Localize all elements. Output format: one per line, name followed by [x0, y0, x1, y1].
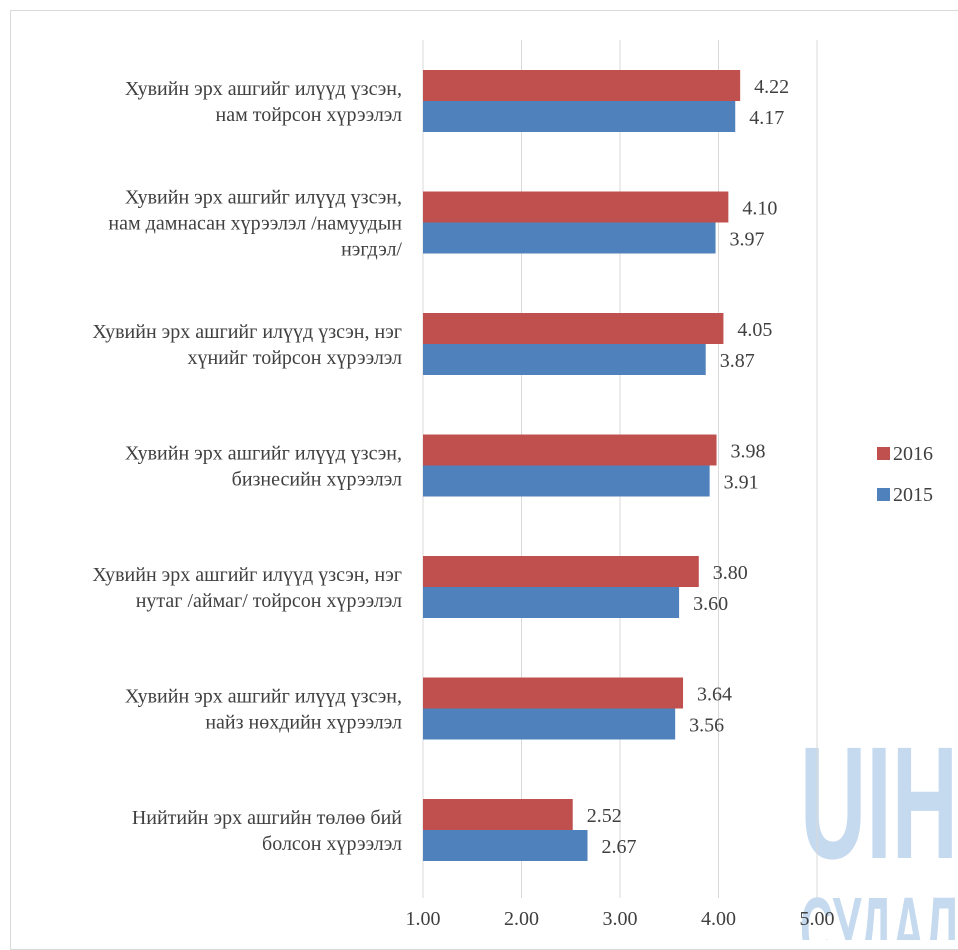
legend-label-2015: 2015 [893, 484, 933, 506]
data-label-2015: 3.60 [693, 593, 728, 615]
category-label: Хувийн эрх ашгийг илүүд үзсэн, нам дамнас… [108, 187, 402, 261]
category-label-line: найз нөхдийн хүрээлэл [205, 712, 402, 734]
bar-2015 [423, 465, 710, 497]
bar-2015 [423, 587, 680, 618]
data-labels: 4.22 4.17 4.10 3.97 4.05 3.87 3.98 3.91 3.80 3.60… [587, 76, 789, 858]
category-label: Хувийн эрх ашгийг илүүд үзсэн, нэг нутаг … [92, 564, 402, 612]
bar-2016 [423, 70, 741, 101]
category-label-line: нутаг /аймаг/ тойрсон хүрээлэл [136, 590, 402, 612]
data-label-2015: 3.87 [720, 350, 755, 372]
bar-2016 [423, 434, 717, 466]
category-label-line: нам тойрсон хүрээлэл [216, 104, 403, 126]
legend-swatch-2016 [877, 447, 890, 460]
data-label-2016: 3.98 [731, 441, 766, 463]
watermark-top: UIH [800, 713, 958, 892]
category-label: Хувийн эрх ашгийг илүүд үзсэн, нэг хүнийг… [92, 321, 402, 369]
bar-2016 [423, 556, 699, 587]
data-label-2016: 3.64 [697, 684, 732, 706]
data-label-2015: 2.67 [601, 836, 636, 858]
data-label-2016: 2.52 [587, 805, 622, 827]
bar-2016 [423, 313, 724, 344]
bars [423, 70, 741, 861]
bar-2016 [423, 799, 573, 830]
category-label-line: Хувийн эрх ашгийг илүүд үзсэн, [125, 78, 402, 100]
category-label: Хувийн эрх ашгийг илүүд үзсэн, найз нөхди… [125, 686, 402, 734]
category-label-line: болсон хүрээлэл [262, 833, 402, 855]
x-axis-ticks: 1.00 2.00 3.00 4.00 5.00 [406, 908, 835, 930]
category-label-line: нэгдэл/ [341, 239, 402, 261]
data-label-2015: 4.17 [749, 107, 784, 129]
watermark-bottom: СУДАЛ [800, 880, 958, 940]
category-label-line: Хувийн эрх ашгийг илүүд үзсэн, нэг [92, 564, 402, 586]
data-label-2015: 3.97 [730, 229, 765, 251]
category-labels: Хувийн эрх ашгийг илүүд үзсэн, нам тойрсо… [92, 78, 402, 855]
bar-2015 [423, 344, 706, 375]
data-label-2016: 4.22 [754, 76, 789, 98]
data-label-2016: 4.05 [737, 319, 772, 341]
category-label-line: нам дамнасан хүрээлэл /намуудын [108, 213, 402, 235]
category-label-line: Нийтийн эрх ашгийн төлөө бий [132, 807, 402, 829]
category-label-line: Хувийн эрх ашгийг илүүд үзсэн, нэг [92, 321, 402, 343]
x-tick-label: 3.00 [603, 908, 638, 930]
bar-2015 [423, 222, 716, 254]
legend-label-2016: 2016 [893, 443, 933, 465]
x-tick-label: 2.00 [504, 908, 539, 930]
category-label-line: Хувийн эрх ашгийг илүүд үзсэн, [125, 443, 402, 465]
bar-2016 [423, 191, 729, 223]
bar-2015 [423, 101, 736, 132]
category-label-line: хүнийг тойрсон хүрээлэл [187, 347, 402, 369]
category-label: Нийтийн эрх ашгийн төлөө бий болсон хүрээ… [132, 807, 402, 855]
data-label-2015: 3.56 [689, 715, 724, 737]
category-label-line: Хувийн эрх ашгийг илүүд үзсэн, [125, 187, 402, 209]
bar-2015 [423, 708, 676, 740]
x-tick-label: 5.00 [800, 908, 835, 930]
data-label-2016: 3.80 [713, 562, 748, 584]
data-label-2016: 4.10 [742, 198, 777, 220]
category-label: Хувийн эрх ашгийг илүүд үзсэн, бизнесийн … [125, 443, 402, 491]
watermark: UIH СУДАЛ [800, 713, 958, 940]
category-label-line: бизнесийн хүрээлэл [232, 469, 402, 491]
category-label: Хувийн эрх ашгийг илүүд үзсэн, нам тойрсо… [125, 78, 402, 126]
category-label-line: Хувийн эрх ашгийг илүүд үзсэн, [125, 686, 402, 708]
legend: 2016 2015 [877, 443, 933, 506]
bar-2016 [423, 677, 684, 709]
x-tick-label: 1.00 [406, 908, 441, 930]
bar-2015 [423, 830, 588, 861]
data-label-2015: 3.91 [724, 472, 759, 494]
x-tick-label: 4.00 [701, 908, 736, 930]
legend-swatch-2015 [877, 488, 890, 501]
